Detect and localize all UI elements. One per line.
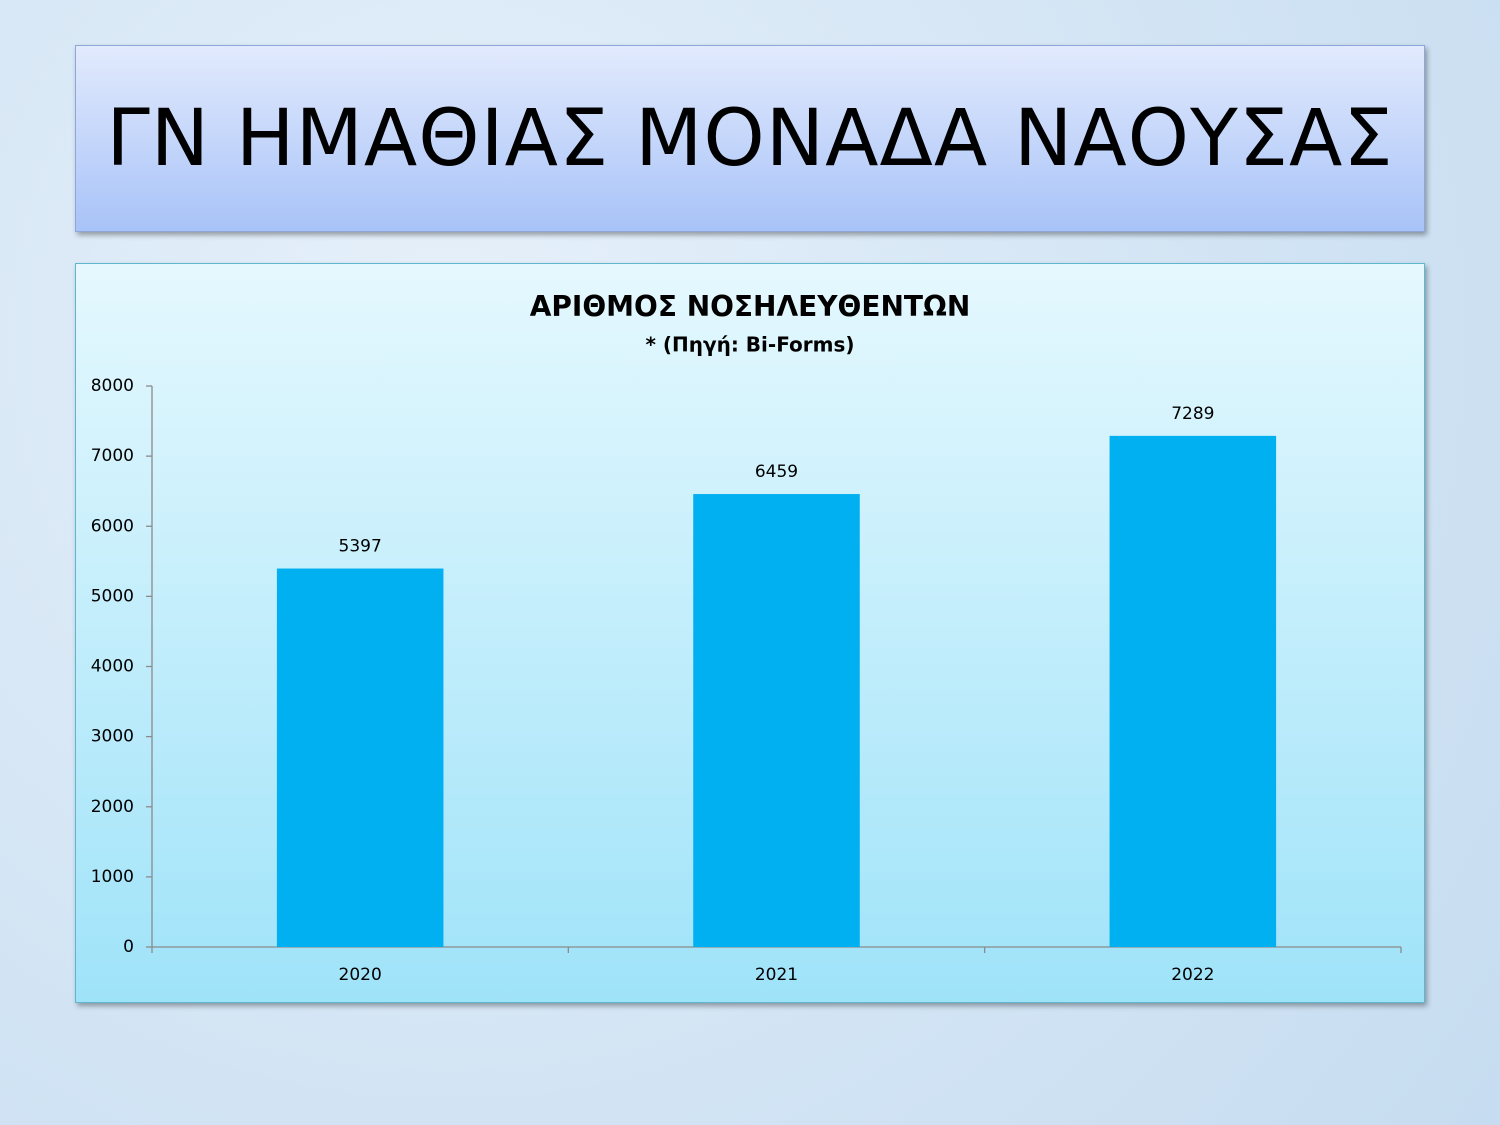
x-tick-label: 2021 bbox=[755, 965, 798, 985]
title-box: ΓΝ ΗΜΑΘΙΑΣ ΜΟΝΑΔΑ ΝΑΟΥΣΑΣ bbox=[75, 45, 1425, 232]
chart-title: ΑΡΙΘΜΟΣ ΝΟΣΗΛΕΥΘΕΝΤΩΝ bbox=[530, 290, 971, 323]
chart: ΑΡΙΘΜΟΣ ΝΟΣΗΛΕΥΘΕΝΤΩΝ * (Πηγή: Bi-Forms)… bbox=[91, 290, 1402, 985]
y-tick-label: 5000 bbox=[91, 586, 134, 606]
bar bbox=[1109, 435, 1277, 947]
y-tick-label: 1000 bbox=[91, 867, 134, 887]
x-tick-label: 2020 bbox=[339, 965, 382, 985]
data-label: 5397 bbox=[339, 537, 382, 557]
slide-title: ΓΝ ΗΜΑΘΙΑΣ ΜΟΝΑΔΑ ΝΑΟΥΣΑΣ bbox=[106, 93, 1394, 184]
y-tick-label: 8000 bbox=[91, 376, 134, 396]
data-label: 6459 bbox=[755, 462, 798, 482]
y-tick-label: 3000 bbox=[91, 727, 134, 747]
chart-subtitle: * (Πηγή: Bi-Forms) bbox=[645, 333, 854, 357]
y-tick-label: 0 bbox=[123, 937, 134, 957]
y-tick-label: 7000 bbox=[91, 446, 134, 466]
y-tick-label: 4000 bbox=[91, 657, 134, 677]
y-tick-label: 6000 bbox=[91, 516, 134, 536]
data-label: 7289 bbox=[1171, 404, 1214, 424]
chart-box: ΑΡΙΘΜΟΣ ΝΟΣΗΛΕΥΘΕΝΤΩΝ * (Πηγή: Bi-Forms)… bbox=[75, 263, 1425, 1003]
y-tick-label: 2000 bbox=[91, 797, 134, 817]
x-tick-label: 2022 bbox=[1171, 965, 1214, 985]
bar bbox=[276, 568, 444, 947]
bar bbox=[693, 494, 860, 947]
